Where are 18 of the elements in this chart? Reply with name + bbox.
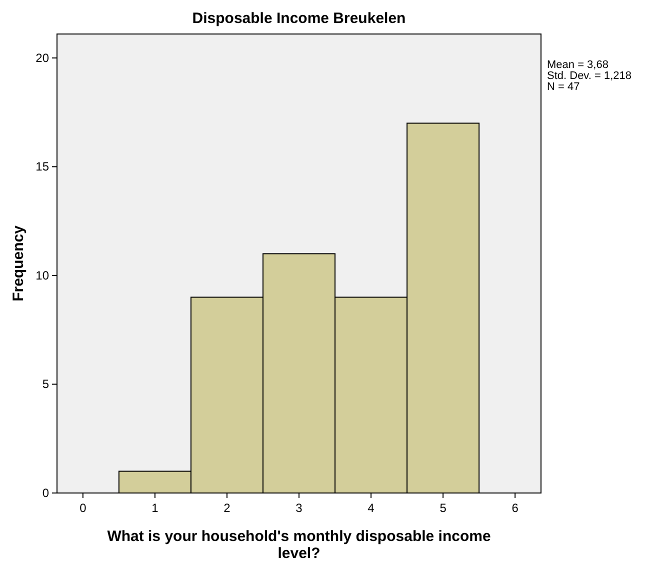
y-tick-label: 10 bbox=[36, 268, 50, 282]
x-tick-label: 4 bbox=[368, 501, 375, 515]
x-tick-label: 2 bbox=[224, 501, 231, 515]
x-tick-label: 0 bbox=[80, 501, 87, 515]
y-tick-label: 15 bbox=[36, 160, 50, 174]
text: Mean = 3,68 bbox=[547, 59, 608, 71]
y-tick-label: 5 bbox=[42, 377, 50, 392]
x-tick-label: 5 bbox=[440, 501, 447, 515]
y-tick-label: 0 bbox=[42, 486, 50, 500]
x-tick-label: 3 bbox=[296, 501, 303, 515]
y-tick-label: 20 bbox=[36, 50, 50, 65]
x-tick-label: 1 bbox=[152, 501, 159, 515]
x-tick-label: 6 bbox=[512, 501, 519, 515]
y-axis-title: Frequency bbox=[10, 224, 27, 302]
text: N = 47 bbox=[547, 81, 580, 93]
x-axis-title: What is your household's monthly disposable income level? bbox=[107, 528, 491, 562]
text: Std. Dev. = 1,218 bbox=[547, 70, 632, 82]
chart-title: Disposable Income Breukelen bbox=[192, 10, 406, 27]
